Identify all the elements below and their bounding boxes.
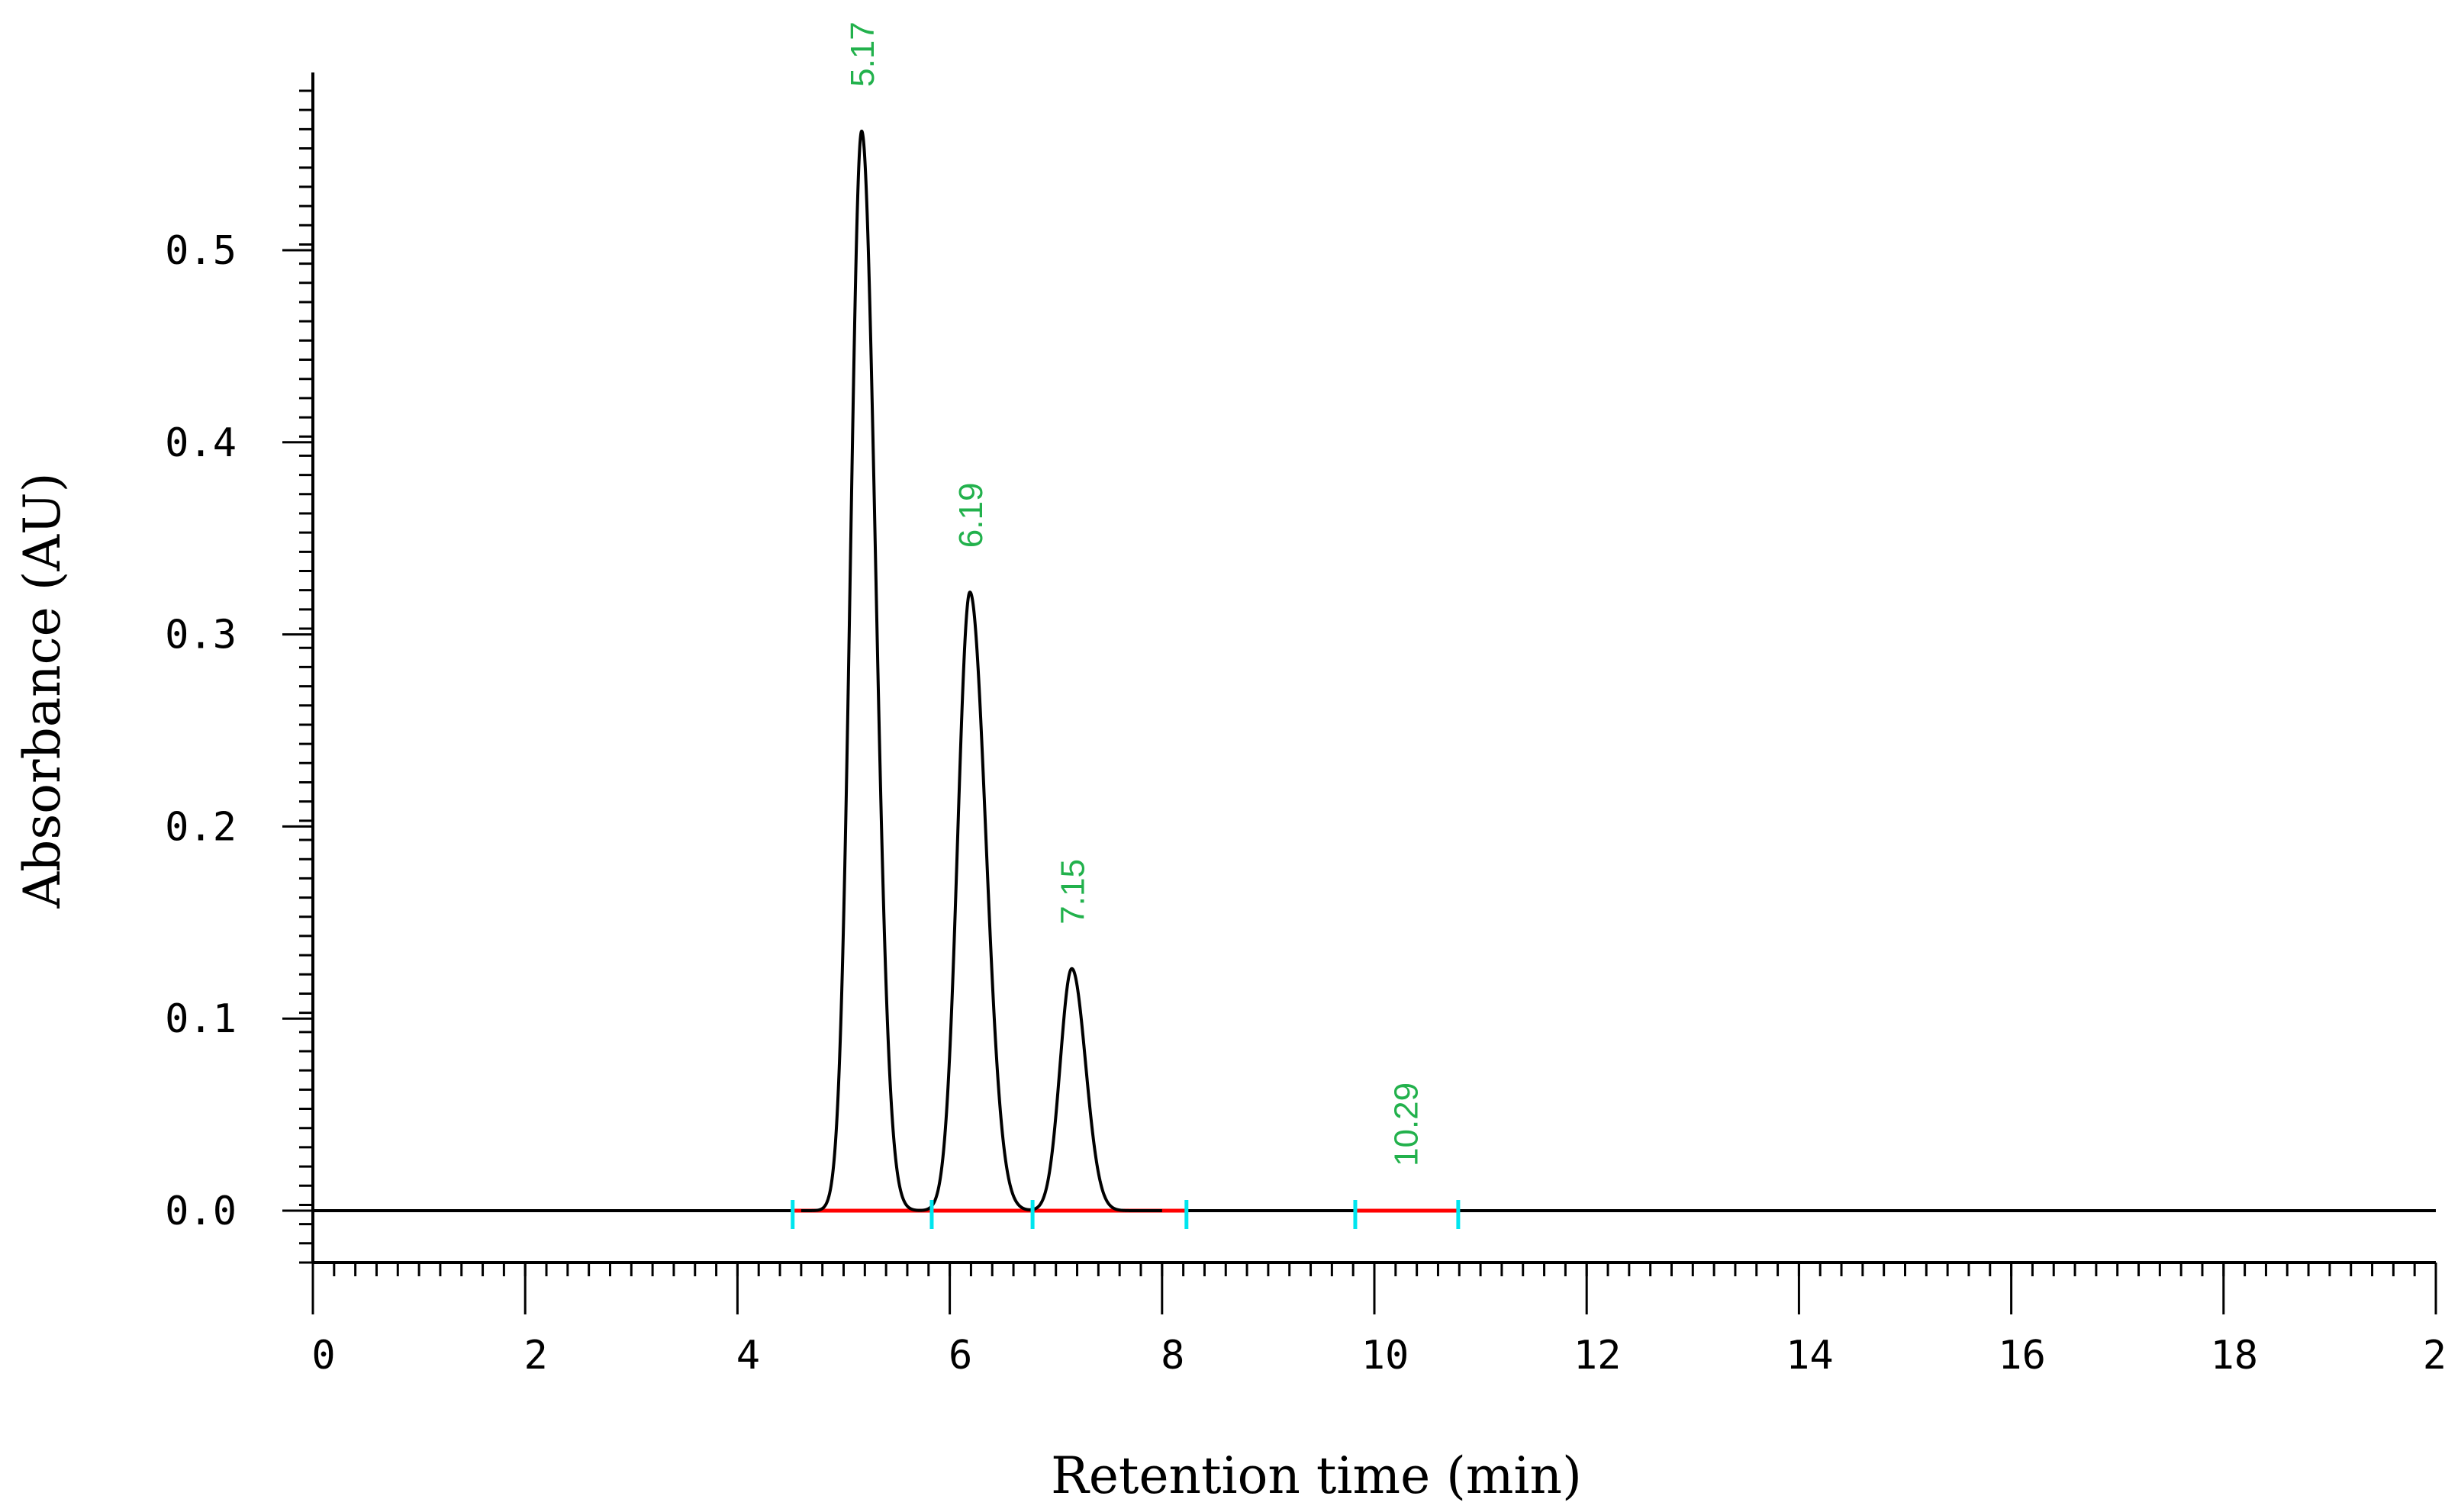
x-axis-title: Retention time (min) <box>1051 1446 1582 1505</box>
chromatogram-trace-group <box>799 129 1164 1212</box>
peak-label: 10.29 <box>1387 1083 1425 1166</box>
chromatogram-trace <box>799 129 1164 1212</box>
x-tick-label: 14 <box>1786 1333 1834 1378</box>
y-tick-label: 0.5 <box>165 228 237 274</box>
axes <box>282 72 2437 1314</box>
x-tick-label: 16 <box>1998 1333 2046 1378</box>
y-tick-label: 0.2 <box>165 804 237 850</box>
tick-labels: 0.0 0.1 0.2 0.3 0.4 0.5 0 2 4 6 8 10 12 14 16 18 20 <box>165 228 2445 1378</box>
peak-label: 5.17 <box>844 21 881 87</box>
peak-labels: 5.17 6.19 7.15 10.29 <box>844 21 1425 1166</box>
y-axis-title: Absorbance (AU) <box>13 473 72 909</box>
x-tick-label: 20 <box>2423 1333 2445 1378</box>
x-tick-label: 18 <box>2210 1333 2258 1378</box>
y-tick-label: 0.0 <box>165 1189 237 1234</box>
x-tick-label: 8 <box>1161 1333 1184 1378</box>
y-tick-label: 0.3 <box>165 613 237 658</box>
peak-label: 7.15 <box>1055 859 1092 925</box>
x-tick-label: 10 <box>1361 1333 1409 1378</box>
peak-label: 6.19 <box>952 483 990 549</box>
x-tick-label: 2 <box>524 1333 548 1378</box>
x-tick-label: 12 <box>1574 1333 1622 1378</box>
x-tick-label: 4 <box>736 1333 760 1378</box>
integration-markers <box>791 1200 1461 1229</box>
x-tick-label: 6 <box>949 1333 972 1378</box>
x-tick-label: 0 <box>311 1333 335 1378</box>
y-tick-label: 0.4 <box>165 420 237 466</box>
y-tick-label: 0.1 <box>165 996 237 1042</box>
